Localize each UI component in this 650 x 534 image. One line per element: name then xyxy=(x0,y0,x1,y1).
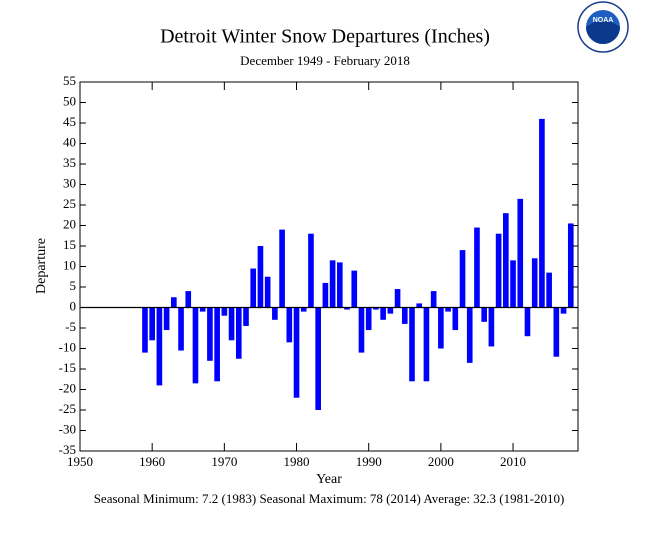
bar xyxy=(264,276,271,308)
bar xyxy=(351,270,358,308)
bar xyxy=(567,223,574,308)
bar xyxy=(163,307,170,331)
x-tick-label: 2000 xyxy=(428,454,454,469)
bar xyxy=(373,307,379,310)
y-tick-label: 30 xyxy=(63,175,76,190)
bar xyxy=(452,307,459,331)
x-tick-label: 2010 xyxy=(500,454,526,469)
y-tick-label: -10 xyxy=(59,339,76,354)
y-tick-label: 0 xyxy=(70,298,77,313)
y-tick-label: 10 xyxy=(63,257,76,272)
bar xyxy=(315,307,321,410)
noaa-logo: NOAA xyxy=(577,1,629,53)
y-tick-label: -25 xyxy=(59,401,76,416)
y-tick-label: 40 xyxy=(63,134,76,149)
y-tick-label: 20 xyxy=(63,216,76,231)
bar xyxy=(329,260,336,308)
bar xyxy=(409,307,415,382)
bar xyxy=(488,307,495,347)
bar xyxy=(474,227,480,308)
bar xyxy=(344,307,350,310)
bar xyxy=(308,233,314,308)
y-tick-label: -15 xyxy=(59,360,76,375)
bar xyxy=(293,307,300,398)
bar xyxy=(365,307,372,331)
bar xyxy=(459,250,466,308)
bar xyxy=(214,307,220,382)
bar xyxy=(279,229,285,308)
y-tick-label: 15 xyxy=(63,237,76,252)
y-tick-label: -30 xyxy=(59,421,76,436)
bar xyxy=(156,307,163,386)
bar xyxy=(185,291,192,308)
x-axis-label: Year xyxy=(316,472,342,487)
bar xyxy=(539,118,545,308)
x-tick-label: 1960 xyxy=(139,454,165,469)
footer: Seasonal Minimum: 7.2 (1983) Seasonal Ma… xyxy=(94,491,565,506)
bar xyxy=(286,307,293,343)
bar xyxy=(531,258,538,308)
y-tick-label: 50 xyxy=(63,93,76,108)
bar xyxy=(358,307,365,353)
bar xyxy=(199,307,206,312)
bar xyxy=(416,303,423,308)
bar xyxy=(221,307,228,316)
chart-title: Detroit Winter Snow Departures (Inches) xyxy=(160,26,490,48)
bar xyxy=(430,291,437,308)
y-tick-label: -20 xyxy=(59,380,76,395)
chart-subtitle: December 1949 - February 2018 xyxy=(240,53,410,68)
x-tick-label: 1970 xyxy=(211,454,237,469)
y-tick-label: 25 xyxy=(63,196,76,211)
y-tick-label: -5 xyxy=(65,319,76,334)
y-tick-label: 55 xyxy=(63,73,76,88)
x-tick-label: 1990 xyxy=(356,454,382,469)
bar xyxy=(481,307,487,322)
bar xyxy=(438,307,444,349)
bar xyxy=(546,272,552,308)
y-tick-label: 45 xyxy=(63,114,76,129)
bar xyxy=(257,246,264,308)
bar xyxy=(192,307,199,384)
bar xyxy=(503,213,509,308)
bar xyxy=(524,307,531,337)
y-tick-label: -35 xyxy=(59,442,76,457)
bar xyxy=(401,307,408,324)
bar xyxy=(149,307,155,341)
bar xyxy=(445,307,451,312)
bar xyxy=(300,307,307,312)
y-tick-label: 35 xyxy=(63,155,76,170)
x-tick-label: 1950 xyxy=(67,454,93,469)
bar xyxy=(423,307,430,382)
bar xyxy=(495,233,502,308)
bar xyxy=(243,307,249,326)
bar xyxy=(207,307,213,361)
bar xyxy=(560,307,567,314)
bar xyxy=(235,307,242,359)
bar xyxy=(250,268,257,308)
bar xyxy=(272,307,278,320)
bar xyxy=(178,307,184,351)
bar xyxy=(380,307,386,320)
bar xyxy=(387,307,394,314)
bar xyxy=(322,282,329,308)
bar xyxy=(510,260,516,308)
bar xyxy=(466,307,473,363)
bar xyxy=(142,307,148,353)
y-axis-label: Departure xyxy=(34,238,49,294)
y-tick-label: 5 xyxy=(70,278,77,293)
bar xyxy=(394,289,401,308)
x-tick-label: 1980 xyxy=(284,454,310,469)
bar xyxy=(228,307,235,341)
bar xyxy=(517,198,524,308)
bar xyxy=(337,262,343,308)
logo-text: NOAA xyxy=(593,17,614,24)
logo-wave xyxy=(586,20,620,44)
bar xyxy=(171,297,177,308)
bar xyxy=(553,307,560,357)
